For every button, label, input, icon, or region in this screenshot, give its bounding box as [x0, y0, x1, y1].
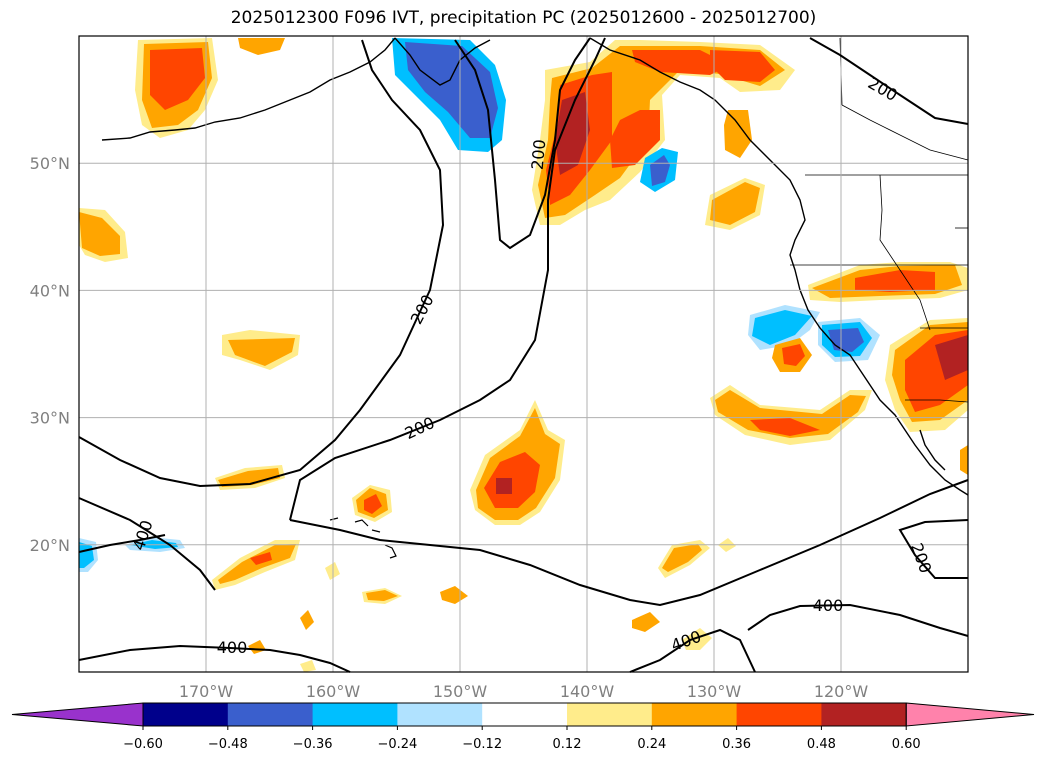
positive-pc-region — [710, 50, 775, 82]
colorbar-tick-label: −0.24 — [377, 737, 417, 752]
lon-tick-label: 170°W — [179, 682, 234, 701]
positive-pc-region — [610, 110, 660, 168]
lon-tick-label: 120°W — [814, 682, 869, 701]
positive-pc-region — [960, 445, 968, 475]
contour-label: 200 — [907, 541, 935, 576]
ivt-contour-200 — [289, 37, 606, 521]
colorbar-tick-label: 0.36 — [722, 737, 751, 752]
positive-pc-region — [555, 92, 590, 175]
positive-pc-region — [710, 182, 760, 225]
ivt-contour-400 — [629, 628, 756, 673]
colorbar-segment — [397, 703, 483, 726]
contour-label: 200 — [407, 291, 438, 327]
positive-pc-region — [248, 640, 266, 654]
ivt-contour-200 — [454, 37, 591, 250]
positive-pc-region — [750, 418, 820, 436]
ivt-contour-400 — [747, 603, 969, 637]
precipitation-pc-fills — [79, 38, 968, 672]
colorbar-tick-label: −0.60 — [123, 737, 163, 752]
negative-pc-region — [405, 42, 498, 138]
colorbar-segment — [651, 703, 738, 726]
colorbar-segment — [227, 703, 314, 726]
colorbar-segment — [312, 703, 398, 726]
colorbar-segment — [567, 703, 653, 726]
positive-pc-region — [496, 478, 512, 494]
contour-label: 400 — [217, 638, 248, 657]
positive-pc-region — [935, 335, 968, 380]
colorbar-segment — [482, 703, 568, 726]
positive-pc-region — [218, 468, 280, 487]
lon-tick-label: 140°W — [560, 682, 615, 701]
colorbar-outline — [142, 702, 907, 727]
ivt-contour-400 — [78, 644, 351, 673]
map-title: 2025012300 F096 IVT, precipitation PC (2… — [230, 8, 817, 28]
colorbar-tick-label: 0.48 — [807, 737, 836, 752]
positive-pc-region — [440, 586, 468, 604]
lon-tick-label: 150°W — [433, 682, 488, 701]
map-frame — [78, 35, 969, 673]
lat-tick-label: 40°N — [30, 281, 70, 300]
islands — [329, 517, 397, 559]
positive-pc-region — [724, 110, 752, 158]
colorbar-tick-label: 0.24 — [637, 737, 666, 752]
positive-pc-region — [855, 270, 935, 292]
colorbar-tick-label: 0.12 — [553, 737, 582, 752]
colorbar-tick-label: −0.36 — [293, 737, 333, 752]
contour-label: 400 — [813, 596, 844, 615]
ivt-contour-200 — [809, 37, 969, 125]
ivt-contour-400 — [78, 497, 216, 591]
positive-pc-region — [715, 390, 866, 438]
colorbar-segment — [736, 703, 822, 726]
colorbar-extend-high — [905, 702, 1035, 727]
positive-pc-region — [662, 544, 702, 572]
positive-pc-region — [632, 50, 730, 75]
political-borders — [790, 37, 969, 403]
lat-tick-label: 30°N — [30, 409, 70, 428]
positive-pc-region — [782, 344, 805, 366]
positive-pc-region — [300, 660, 316, 672]
positive-pc-region — [366, 590, 398, 601]
negative-pc-region — [752, 310, 812, 345]
positive-pc-region — [79, 212, 120, 256]
colorbar-tick-label: −0.12 — [462, 737, 502, 752]
positive-pc-region — [238, 38, 285, 55]
contour-label: 200 — [865, 73, 901, 105]
lat-tick-label: 20°N — [30, 536, 70, 555]
longitude-tick-labels: 170°W 160°W 150°W 140°W 130°W 120°W — [179, 682, 869, 701]
colorbar-tick-label: −0.48 — [208, 737, 248, 752]
contour-label: 200 — [528, 138, 550, 170]
colorbar-tick-label: 0.60 — [892, 737, 921, 752]
positive-pc-region — [632, 612, 660, 632]
positive-pc-region — [300, 610, 314, 630]
latitude-tick-labels: 20°N 30°N 40°N 50°N — [30, 154, 70, 555]
positive-pc-region — [228, 338, 295, 366]
coastlines — [101, 37, 969, 496]
ivt-contour-200 — [78, 39, 445, 488]
gridlines — [79, 36, 968, 672]
lon-tick-label: 130°W — [687, 682, 742, 701]
contour-label: 400 — [669, 627, 704, 655]
colorbar: −0.60 −0.48 −0.36 −0.24 −0.12 0.12 0.24 0.36 0.4… — [11, 702, 1035, 752]
ivt-contours — [78, 37, 969, 673]
lon-tick-label: 160°W — [306, 682, 361, 701]
positive-pc-region — [150, 48, 205, 110]
positive-pc-region — [250, 552, 272, 565]
ivt-contour-200 — [898, 519, 969, 579]
positive-pc-region — [682, 628, 712, 650]
colorbar-segment — [143, 703, 229, 726]
positive-pc-region — [364, 494, 382, 514]
ivt-contour-200 — [289, 479, 969, 607]
colorbar-extend-low — [11, 702, 144, 727]
colorbar-segment — [821, 703, 907, 726]
ivt-contour-400 — [78, 534, 166, 553]
lat-tick-label: 50°N — [30, 154, 70, 173]
